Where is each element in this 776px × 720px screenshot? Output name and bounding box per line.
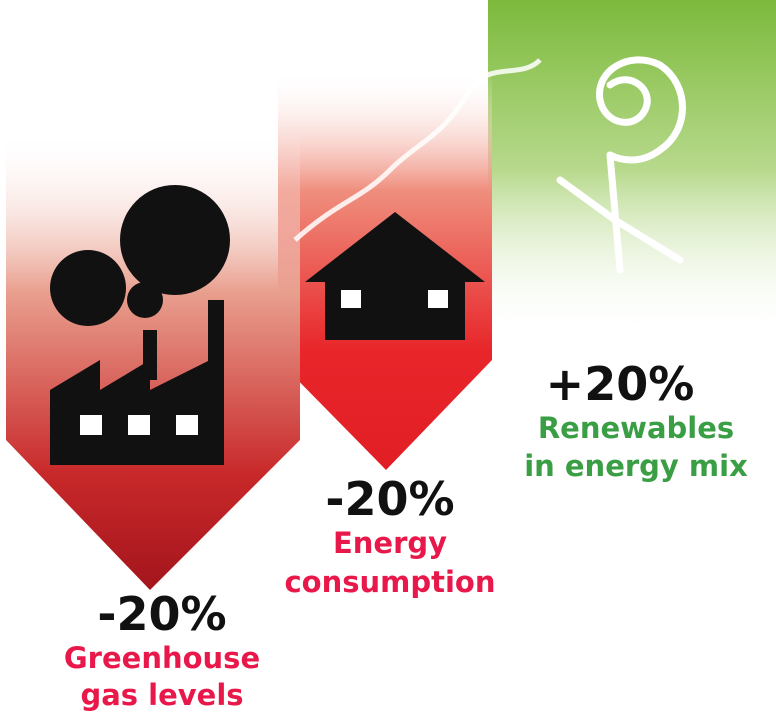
label: in energy mix (524, 449, 748, 483)
label: consumption (284, 565, 495, 599)
factory-windows (80, 415, 198, 435)
label: Energy (333, 526, 447, 560)
factory-icon (50, 185, 230, 465)
value: -20% (97, 587, 226, 641)
house-icon (305, 212, 485, 340)
value: -20% (325, 472, 454, 526)
label: Renewables (538, 411, 734, 445)
power-line (293, 58, 542, 242)
label: gas levels (80, 678, 243, 712)
wind-swirl (556, 56, 686, 274)
label: Greenhouse (64, 641, 260, 675)
renewables-panel (488, 0, 776, 340)
value: +20% (546, 357, 695, 411)
